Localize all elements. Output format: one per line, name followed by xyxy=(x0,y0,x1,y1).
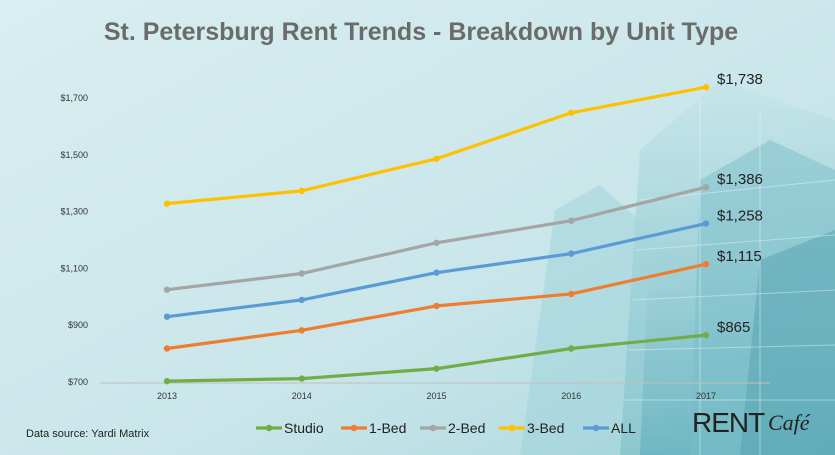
x-tick-label: 2013 xyxy=(157,391,177,401)
logo-cafe-text: Café xyxy=(768,410,811,435)
series-1-bed xyxy=(163,260,710,352)
end-label: $1,738 xyxy=(717,71,763,88)
data-point xyxy=(433,365,440,372)
legend-item: 3-Bed xyxy=(499,420,564,436)
legend-label: 3-Bed xyxy=(527,420,564,436)
data-point xyxy=(163,377,171,385)
legend-item: ALL xyxy=(583,420,636,436)
data-point xyxy=(702,331,710,339)
logo-rent-text: RENT xyxy=(692,407,765,438)
building-illustration xyxy=(520,80,835,455)
data-point xyxy=(568,290,575,298)
y-tick-label: $700 xyxy=(68,377,88,387)
series-3-bed xyxy=(163,84,710,207)
y-tick-label: $1,700 xyxy=(60,93,88,103)
y-tick-label: $900 xyxy=(68,320,88,330)
data-point xyxy=(163,313,171,320)
data-point xyxy=(298,375,305,382)
x-tick-label: 2016 xyxy=(561,391,581,401)
y-tick-label: $1,300 xyxy=(60,207,88,217)
series-all xyxy=(163,220,710,320)
end-label: $1,386 xyxy=(717,171,763,188)
legend-marker xyxy=(265,424,273,432)
data-point xyxy=(568,250,575,257)
end-label: $1,258 xyxy=(717,208,763,225)
legend-marker xyxy=(350,424,358,432)
legend-item: 1-Bed xyxy=(341,420,406,436)
x-tick-label: 2014 xyxy=(292,391,312,401)
data-point xyxy=(702,220,710,227)
y-tick-label: $1,500 xyxy=(60,150,88,160)
legend-label: ALL xyxy=(611,420,636,436)
x-tick-label: 2015 xyxy=(426,391,446,401)
data-point xyxy=(568,345,575,352)
data-point xyxy=(433,155,440,162)
end-label: $865 xyxy=(717,319,750,336)
legend-marker xyxy=(508,424,516,432)
end-data-labels: $865 $1,115 $1,386 $1,738 $1,258 xyxy=(717,71,763,336)
legend-label: 1-Bed xyxy=(369,420,406,436)
data-point xyxy=(298,327,305,334)
series-lines xyxy=(163,84,710,385)
series-2-bed xyxy=(163,183,710,293)
legend-item: 2-Bed xyxy=(420,420,485,436)
legend: Studio 1-Bed 2-Bed 3-Bed ALL xyxy=(256,420,636,436)
legend-label: Studio xyxy=(284,420,324,436)
end-label: $1,115 xyxy=(717,248,762,265)
data-point xyxy=(702,84,710,91)
legend-item: Studio xyxy=(256,420,324,436)
legend-marker xyxy=(592,424,600,432)
data-point xyxy=(433,302,440,310)
series-studio xyxy=(163,331,710,385)
data-point xyxy=(568,217,575,224)
data-point xyxy=(298,270,305,277)
x-tick-label: 2017 xyxy=(696,391,716,401)
data-point xyxy=(163,200,171,207)
data-point xyxy=(163,345,171,352)
data-point xyxy=(433,239,440,247)
y-axis-ticks: $700 $900 $1,100 $1,300 $1,500 $1,700 xyxy=(60,93,88,387)
data-point xyxy=(298,187,305,195)
data-point xyxy=(433,269,440,276)
data-point xyxy=(298,296,305,304)
legend-marker xyxy=(429,424,437,432)
source-note: Data source: Yardi Matrix xyxy=(26,428,150,440)
y-tick-label: $1,100 xyxy=(60,263,88,273)
chart-title: St. Petersburg Rent Trends - Breakdown b… xyxy=(104,18,738,46)
x-axis-ticks: 2013 2014 2015 2016 2017 xyxy=(157,391,716,401)
data-point xyxy=(568,109,575,116)
data-point xyxy=(702,260,710,268)
data-point xyxy=(702,183,710,191)
rentcafe-logo: RENT Café xyxy=(692,407,811,438)
data-point xyxy=(163,286,171,293)
legend-label: 2-Bed xyxy=(448,420,485,436)
